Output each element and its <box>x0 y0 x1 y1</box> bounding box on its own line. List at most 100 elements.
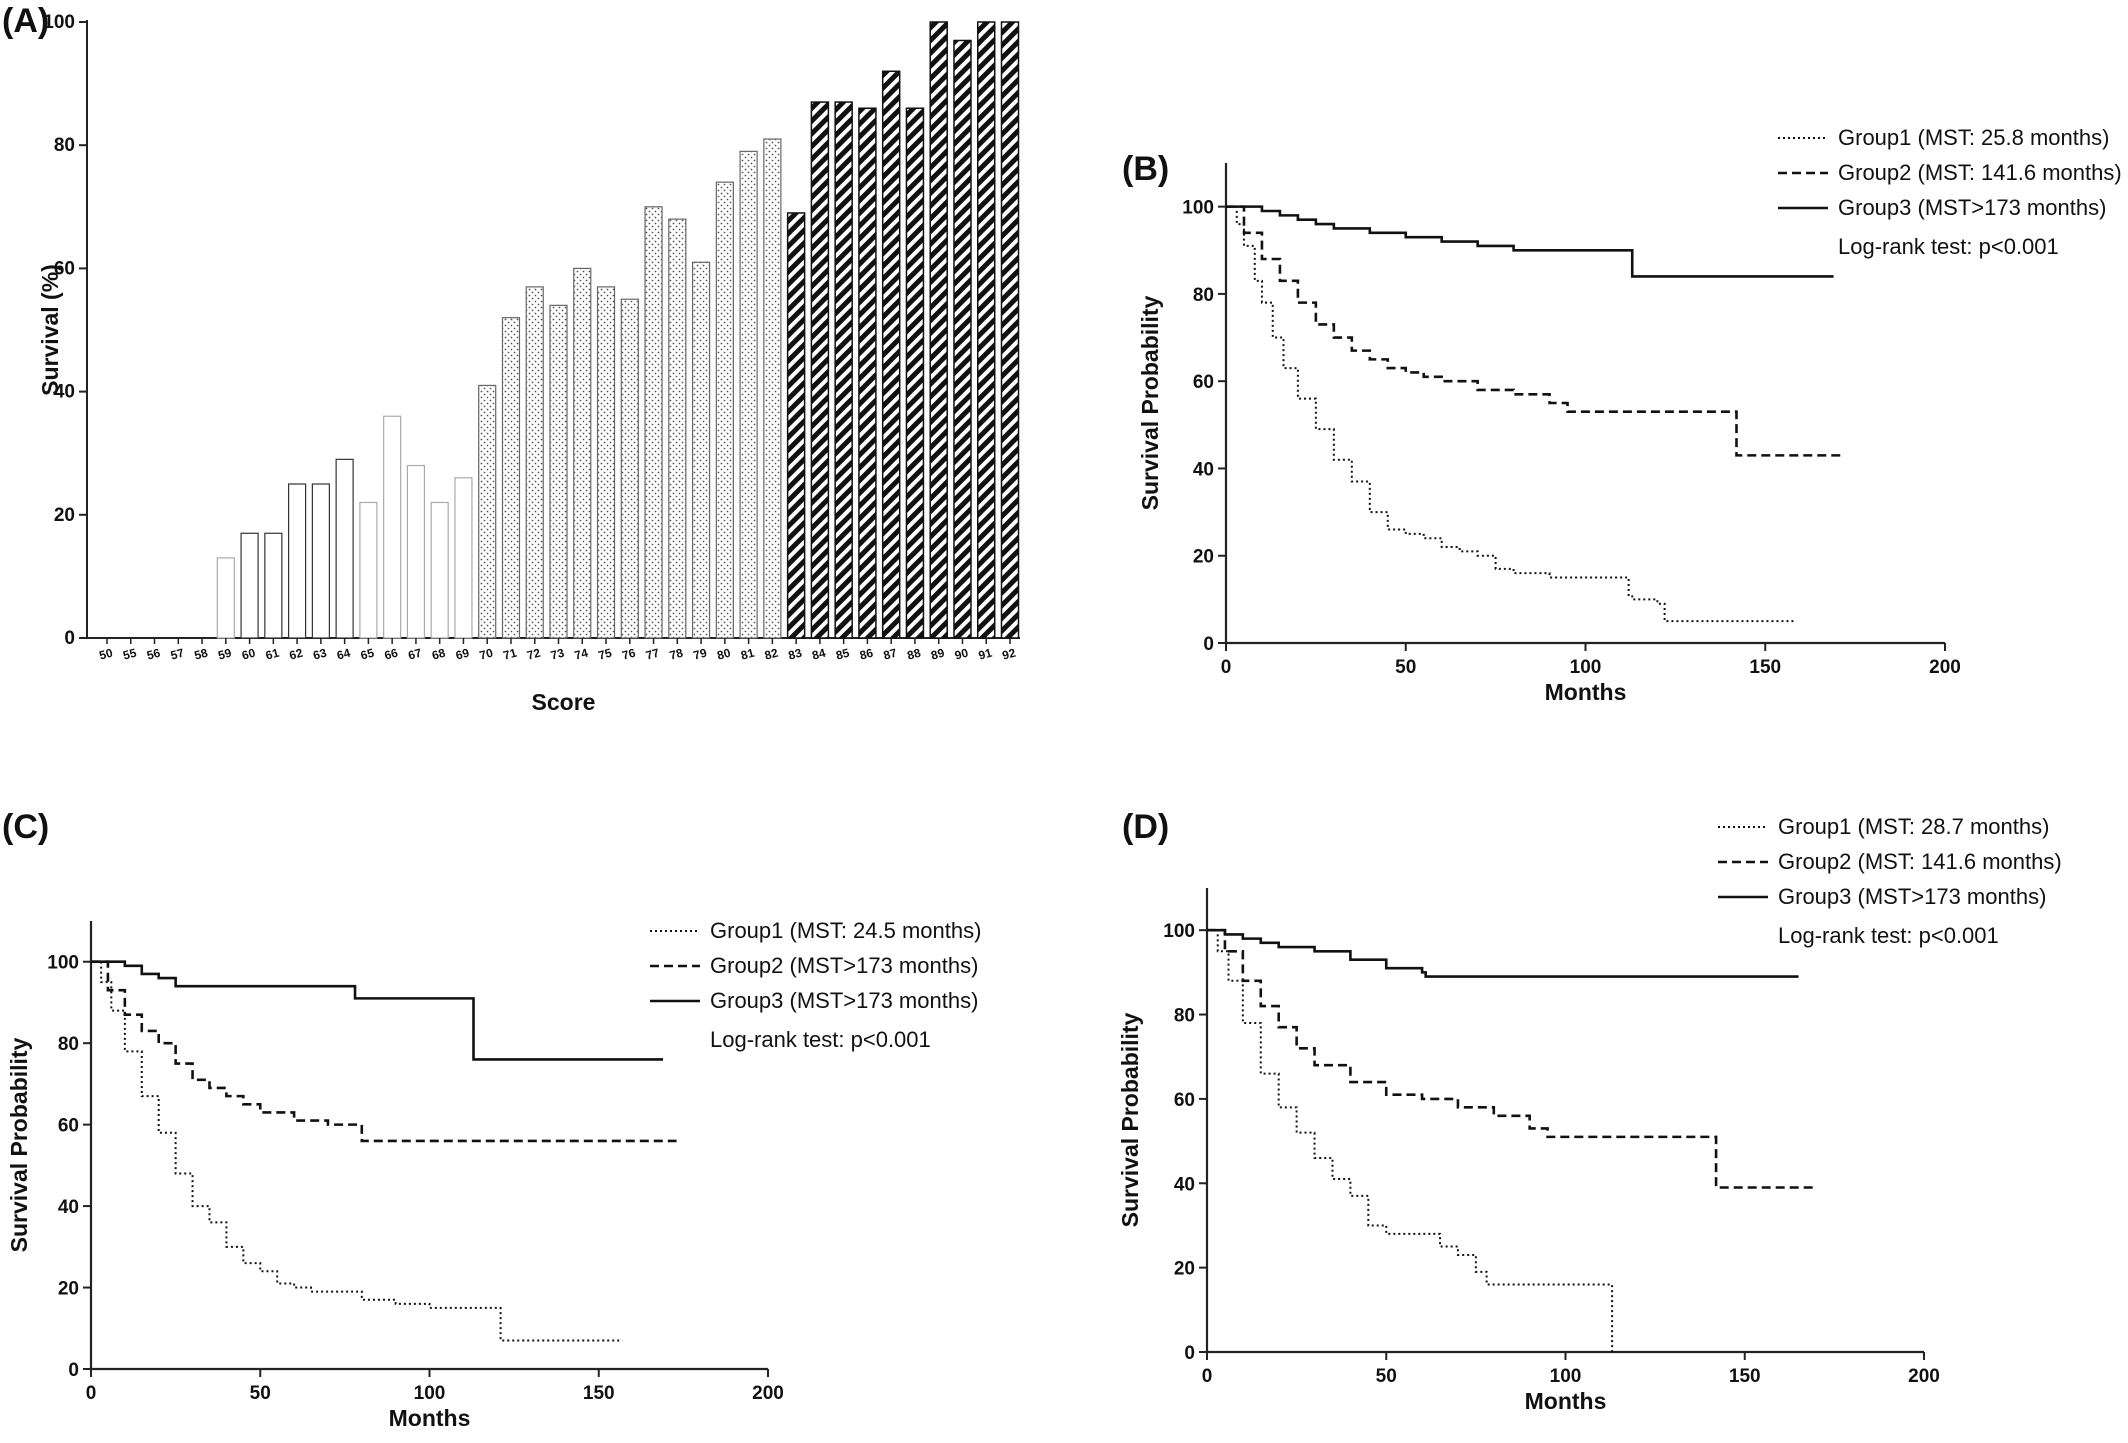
panel-d-km-plot: (D) 0 20 40 60 80 100 0 50 100 150 200 Months Surviva… <box>1117 808 2062 1414</box>
x-tick-label: 62 <box>288 646 305 663</box>
legend-entry: Group3 (MST>173 months) <box>1838 195 2106 220</box>
bar <box>976 21 996 639</box>
x-tick-label: 150 <box>1729 1366 1761 1387</box>
x-tick-label: 150 <box>1749 657 1781 678</box>
bar <box>216 557 235 639</box>
legend-entry: Group2 (MST: 141.6 months) <box>1778 849 2062 874</box>
series-line-group2 <box>1207 928 1817 1189</box>
bar <box>501 317 521 639</box>
y-tick-label: 20 <box>1193 547 1214 568</box>
panel-b-km-plot: (B) 0 20 40 60 80 100 0 50 100 150 200 Months Surviva… <box>1122 125 2122 705</box>
y-tick-label: 0 <box>1203 634 1214 655</box>
x-tick-label: 67 <box>407 646 424 663</box>
bar <box>406 464 426 639</box>
bar <box>691 261 711 639</box>
y-tick-label: 40 <box>1174 1174 1195 1195</box>
y-tick-label: 60 <box>58 1116 79 1137</box>
bar <box>454 477 473 639</box>
legend-entry: Group2 (MST>173 months) <box>710 953 978 978</box>
log-rank-annotation: Log-rank test: p<0.001 <box>1838 234 2059 259</box>
bar <box>383 415 402 639</box>
series-line-group1 <box>1207 929 1614 1352</box>
x-tick-label: 80 <box>716 646 733 663</box>
y-tick-label: 100 <box>1182 198 1214 219</box>
bar <box>668 218 687 639</box>
y-tick-label: 60 <box>1193 372 1214 393</box>
y-tick-label: 100 <box>1163 921 1195 942</box>
x-axis-title: Months <box>389 1405 471 1431</box>
bar <box>311 483 330 639</box>
x-tick-label: 71 <box>502 646 519 663</box>
x-tick-label: 65 <box>359 646 376 663</box>
x-tick-label: 73 <box>549 646 566 663</box>
y-tick-label: 100 <box>43 12 75 33</box>
series-line-group1 <box>1226 205 1795 623</box>
x-tick-label: 87 <box>882 646 899 663</box>
x-tick-label: 92 <box>1001 646 1018 663</box>
y-tick-label: 0 <box>64 628 75 649</box>
bar <box>644 206 663 639</box>
x-tick-label: 100 <box>414 1383 446 1404</box>
x-tick-label: 200 <box>1908 1366 1940 1387</box>
bar <box>620 298 639 639</box>
legend-entry: Group1 (MST: 25.8 months) <box>1838 125 2109 150</box>
panel-label: (A) <box>2 2 49 40</box>
x-tick-label: 70 <box>478 646 495 663</box>
x-tick-label: 0 <box>1221 657 1232 678</box>
x-tick-label: 50 <box>1376 1366 1397 1387</box>
x-tick-label: 200 <box>752 1383 784 1404</box>
x-tick-label: 91 <box>977 646 994 663</box>
x-tick-label: 86 <box>858 646 875 663</box>
y-tick-label: 20 <box>58 1279 79 1300</box>
bar <box>240 532 259 639</box>
x-axis-title: Months <box>1525 1388 1607 1414</box>
legend-entry: Group3 (MST>173 months) <box>1778 884 2046 909</box>
bar <box>929 21 948 639</box>
x-tick-label: 56 <box>145 646 162 663</box>
y-axis-title: Survival Probability <box>1137 295 1163 510</box>
x-tick-label: 60 <box>240 646 257 663</box>
bar <box>335 458 354 639</box>
x-tick-label: 0 <box>1202 1366 1213 1387</box>
legend-entry: Group3 (MST>173 months) <box>710 988 978 1013</box>
x-tick-label: 85 <box>834 646 851 663</box>
y-tick-label: 20 <box>54 505 75 526</box>
x-tick-label: 100 <box>1550 1366 1582 1387</box>
series-line-group3 <box>1226 205 1834 278</box>
bar <box>810 101 830 639</box>
x-tick-label: 59 <box>217 646 234 663</box>
panel-label: (B) <box>1122 150 1169 188</box>
x-tick-label: 66 <box>383 646 400 663</box>
x-tick-label: 77 <box>644 646 661 663</box>
y-tick-label: 20 <box>1174 1259 1195 1280</box>
bar <box>1000 21 1020 639</box>
x-tick-label: 61 <box>264 646 281 663</box>
bar <box>953 39 972 639</box>
x-tick-label: 100 <box>1570 657 1602 678</box>
x-axis-title: Score <box>532 689 596 715</box>
log-rank-annotation: Log-rank test: p<0.001 <box>1778 923 1999 948</box>
x-tick-label: 78 <box>668 646 685 663</box>
bar <box>525 286 544 639</box>
x-tick-label: 57 <box>169 646 186 663</box>
panel-a-bar-chart: (A) 0 20 40 60 80 100 50 55 56 57 58 59 60 61 62 63 64 65 6… <box>2 2 1020 715</box>
bar <box>834 101 853 639</box>
x-tick-label: 90 <box>953 646 970 663</box>
y-tick-label: 80 <box>54 135 75 156</box>
series-line-group1 <box>91 960 623 1342</box>
x-tick-label: 81 <box>739 646 756 663</box>
bar <box>881 70 901 639</box>
bar <box>858 107 877 639</box>
y-axis-title: Survival Probability <box>6 1037 32 1252</box>
y-tick-label: 80 <box>1193 285 1214 306</box>
bar <box>573 267 592 639</box>
x-tick-label: 79 <box>692 646 709 663</box>
bar <box>359 501 378 639</box>
y-tick-label: 40 <box>1193 459 1214 480</box>
y-tick-label: 0 <box>1184 1343 1195 1364</box>
legend-entry: Group1 (MST: 24.5 months) <box>710 918 981 943</box>
x-tick-label: 76 <box>620 646 637 663</box>
bar <box>786 212 806 639</box>
bar <box>715 181 734 639</box>
y-axis-title: Survival (%) <box>37 264 63 396</box>
